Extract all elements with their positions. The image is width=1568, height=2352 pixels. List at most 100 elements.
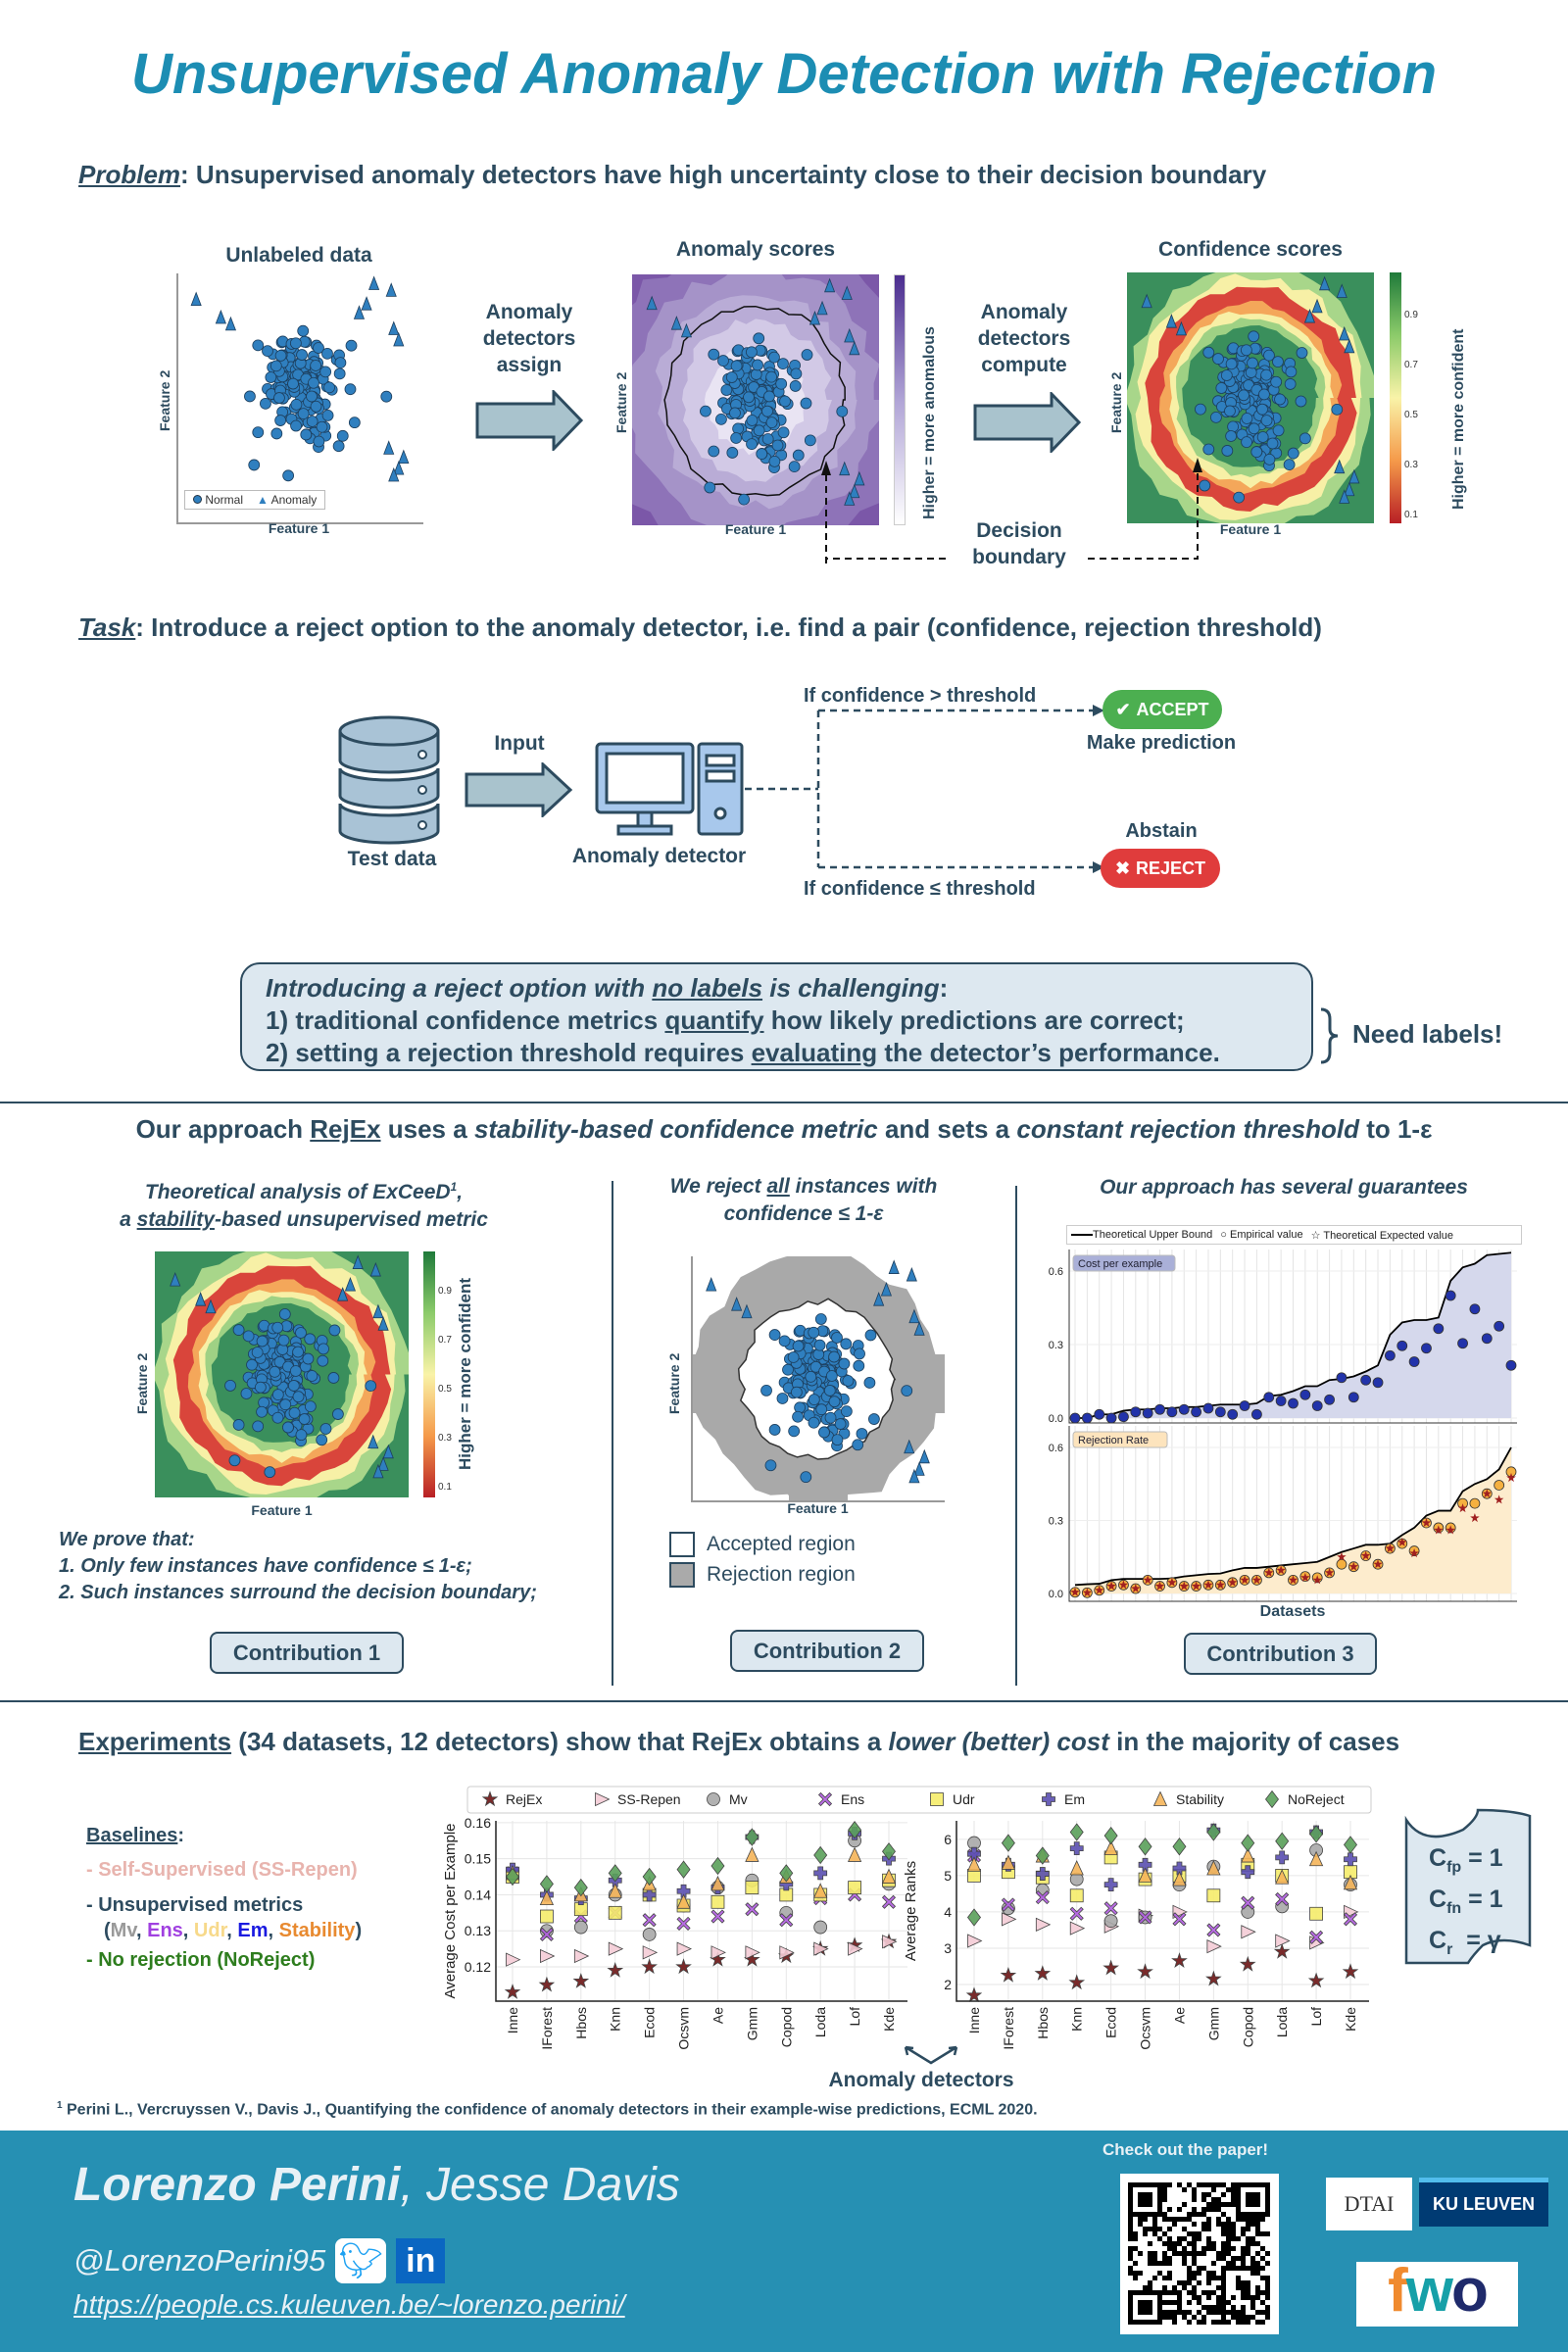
empirical-point [1081, 1412, 1093, 1424]
qr-module [1138, 2197, 1143, 2202]
normal-point [304, 1333, 317, 1346]
qr-module [1206, 2310, 1211, 2315]
tick: 0.3 [438, 1433, 452, 1444]
normal-point [295, 1429, 308, 1442]
qr-module [1255, 2182, 1260, 2187]
legend-label: Stability [1176, 1791, 1224, 1807]
marker-ens [1241, 1895, 1255, 1910]
right-arrow-icon [465, 762, 573, 817]
qr-module [1201, 2251, 1206, 2256]
qr-module [1216, 2285, 1221, 2290]
axes [495, 1821, 907, 2002]
title-line: a stability-based unsupervised metric [59, 1206, 549, 1234]
homepage-link[interactable]: https://people.cs.kuleuven.be/~lorenzo.p… [74, 2289, 625, 2320]
qr-module [1177, 2305, 1182, 2310]
legend-accepted: Accepted region [669, 1529, 856, 1559]
contribution-3-button[interactable]: Contribution 3 [1184, 1633, 1377, 1675]
cost-r: Cr = γ [1429, 1925, 1503, 1966]
expected-star [1240, 1575, 1250, 1585]
qr-module [1128, 2290, 1133, 2295]
text: stability [136, 1208, 215, 1231]
linkedin-icon[interactable]: in [396, 2238, 446, 2283]
normal-point [1295, 395, 1307, 408]
qr-module [1226, 2231, 1231, 2236]
qr-module [1260, 2231, 1265, 2236]
marker-em [1344, 1852, 1357, 1867]
detectors-xlabel: Anomaly detectors [828, 2069, 1014, 2091]
qr-module [1128, 2271, 1133, 2276]
empirical-point [1105, 1412, 1117, 1424]
normal-point [1245, 367, 1257, 378]
normal-point [288, 1406, 301, 1419]
expected-star [1191, 1581, 1201, 1591]
text: the detector’s performance. [877, 1038, 1220, 1067]
fig2-xlabel: Feature 1 [724, 521, 787, 537]
normal-point [298, 1413, 311, 1425]
anomaly-point [839, 461, 851, 476]
text-line: detectors [977, 327, 1071, 350]
qr-module [1143, 2231, 1148, 2236]
normal-point [1241, 413, 1253, 424]
qr-module [1246, 2192, 1250, 2197]
twitter-icon[interactable]: 🐦︎ [335, 2238, 387, 2283]
marker-mv [1241, 1905, 1255, 1919]
bound-area [1075, 1447, 1511, 1593]
cost-fp: Cfp = 1 [1429, 1842, 1503, 1884]
axes [1068, 1426, 1517, 1602]
qr-module [1148, 2261, 1152, 2266]
qr-module [1182, 2261, 1187, 2266]
marker-stability [1241, 1847, 1255, 1863]
qr-module [1197, 2182, 1201, 2187]
qr-module [1162, 2217, 1167, 2222]
qr-module [1206, 2295, 1211, 2300]
anomaly-point [1311, 298, 1323, 314]
qr-module [1231, 2202, 1236, 2207]
normal-point [232, 1419, 245, 1431]
normal-point [256, 1405, 268, 1418]
qr-code[interactable] [1120, 2174, 1279, 2334]
normal-point [750, 368, 762, 380]
contribution-2-button[interactable]: Contribution 2 [730, 1630, 924, 1672]
marker-stability [813, 1883, 828, 1898]
qr-module [1148, 2305, 1152, 2310]
y-tick-label: 0.0 [1049, 1589, 1063, 1600]
qr-module [1231, 2197, 1236, 2202]
author-primary: Lorenzo Perini [74, 2159, 401, 2211]
normal-point [1285, 366, 1298, 378]
qr-module [1143, 2285, 1148, 2290]
anomaly-point [388, 320, 400, 335]
qr-module [1236, 2310, 1241, 2315]
qr-module [1206, 2271, 1211, 2276]
qr-module [1187, 2290, 1192, 2295]
expected-star [1082, 1588, 1093, 1597]
qr-module [1236, 2212, 1241, 2217]
normal-point [334, 357, 347, 368]
legend-marker [1042, 1792, 1055, 1806]
qr-module [1162, 2276, 1167, 2280]
fig-confidence-title: Confidence scores [1158, 238, 1343, 261]
qr-module [1265, 2182, 1270, 2187]
marker-noreject [745, 1828, 760, 1846]
qr-module [1211, 2246, 1216, 2251]
marker-noreject [573, 1878, 588, 1897]
normal-point [808, 1416, 820, 1429]
qr-module [1236, 2276, 1241, 2280]
twitter-handle[interactable]: @LorenzoPerini95 [74, 2243, 326, 2278]
normal-point [788, 461, 801, 473]
qr-module [1182, 2187, 1187, 2192]
normal-point [306, 1370, 318, 1382]
normal-point [761, 433, 774, 445]
qr-module [1231, 2246, 1236, 2251]
x-tick-label: Loda [1274, 2007, 1290, 2037]
text: -based unsupervised metric [214, 1208, 488, 1231]
marker-stability [1138, 1867, 1152, 1883]
normal-point [1256, 403, 1268, 416]
qr-module [1226, 2310, 1231, 2315]
qr-module [1162, 2192, 1167, 2197]
normal-point [752, 359, 763, 371]
qr-module [1128, 2251, 1133, 2256]
expected-star [1457, 1503, 1468, 1513]
contribution-1-button[interactable]: Contribution 1 [210, 1632, 404, 1674]
anomaly-point [377, 1456, 389, 1471]
anomaly-point [215, 309, 226, 324]
